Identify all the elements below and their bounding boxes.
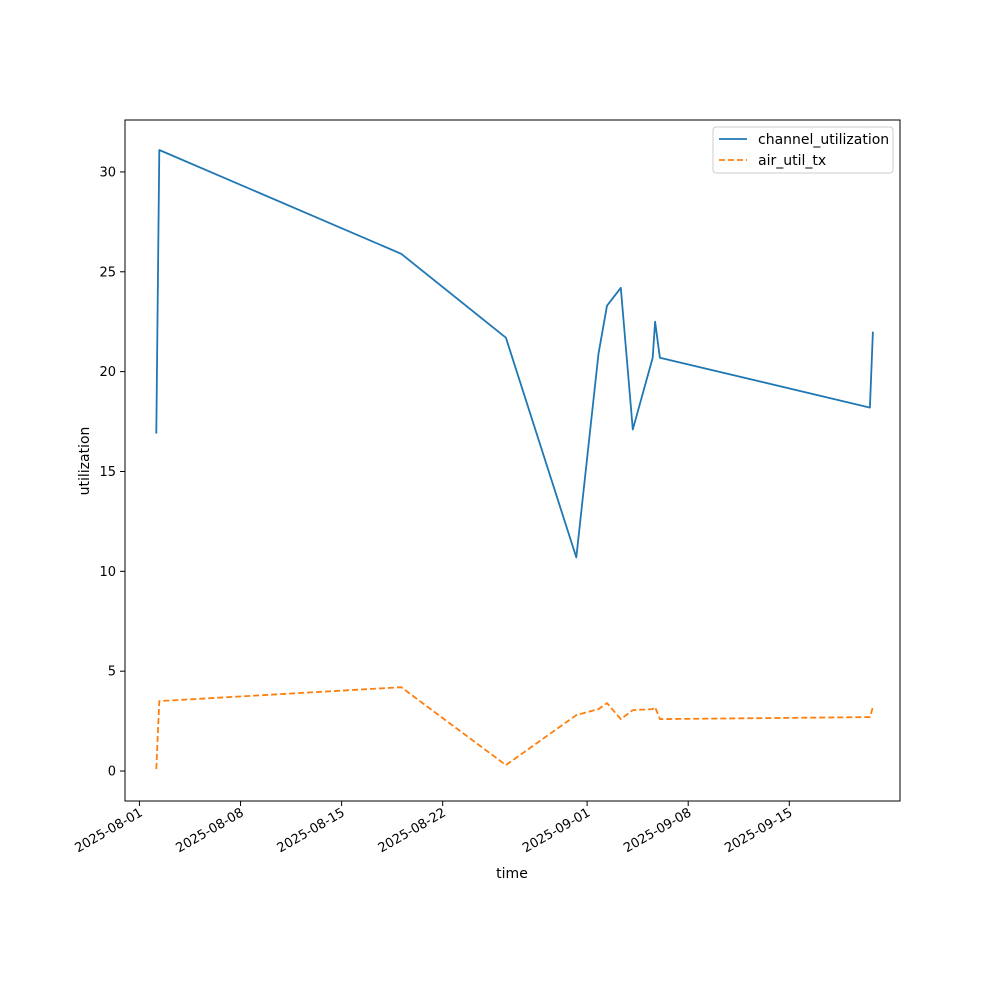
y-tick-label: 20 xyxy=(99,365,116,380)
plot-area-frame xyxy=(124,119,901,802)
series-layer xyxy=(155,149,874,770)
series-line-air-util-tx xyxy=(155,686,874,770)
y-tick-label: 30 xyxy=(99,165,116,180)
y-tick-label: 0 xyxy=(108,765,116,780)
x-axis-label: time xyxy=(496,866,528,882)
y-tick-label: 10 xyxy=(99,565,116,580)
y-axis-label: utilization xyxy=(77,427,93,496)
series-line-channel-utilization xyxy=(155,149,874,559)
legend: channel_utilization air_util_tx xyxy=(712,126,894,174)
legend-box xyxy=(712,126,894,174)
y-tick-label: 5 xyxy=(108,665,116,680)
y-tick-label: 25 xyxy=(99,265,116,280)
legend-label-channel-utilization: channel_utilization xyxy=(758,132,889,148)
legend-label-air-util-tx: air_util_tx xyxy=(758,153,826,169)
y-axis: 0 5 10 15 20 25 30 xyxy=(99,165,125,780)
y-tick-label: 15 xyxy=(99,465,116,480)
